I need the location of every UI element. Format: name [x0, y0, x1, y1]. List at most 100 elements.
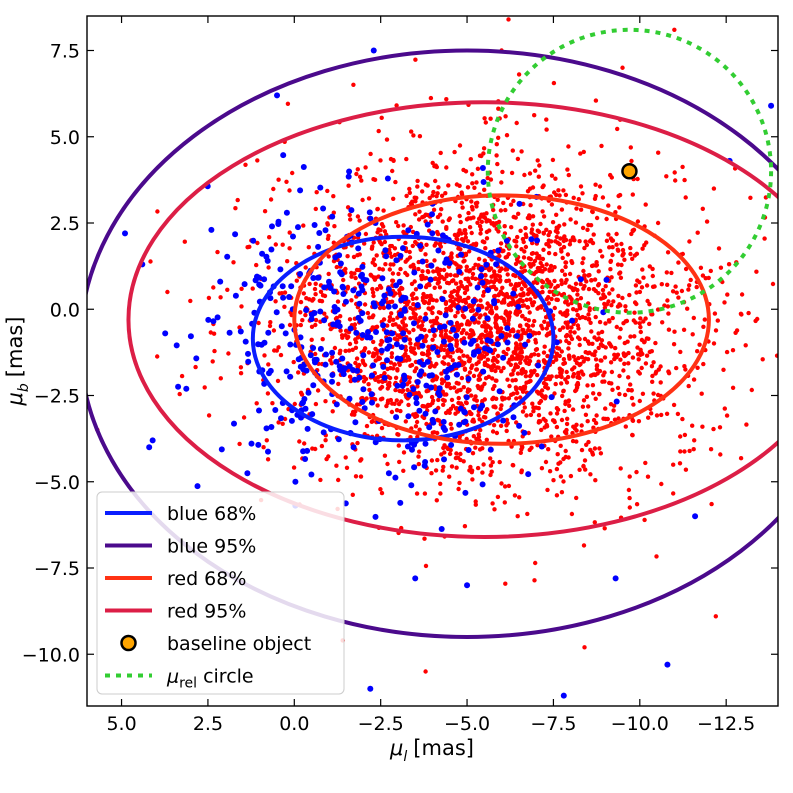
blue-point: [383, 253, 390, 260]
blue-point: [300, 164, 307, 170]
red-point: [456, 400, 461, 406]
red-point: [593, 357, 599, 362]
blue-point: [544, 706, 550, 712]
red-point: [378, 487, 383, 492]
red-point: [461, 328, 466, 333]
red-point: [552, 305, 557, 311]
red-point: [462, 290, 468, 296]
blue-point: [450, 326, 457, 333]
red-point: [561, 357, 567, 362]
red-point: [407, 186, 412, 192]
red-point: [430, 378, 435, 383]
red-point: [638, 329, 643, 335]
red-point: [301, 223, 306, 228]
red-point: [350, 492, 355, 497]
red-point: [575, 292, 580, 297]
red-point: [165, 289, 170, 295]
blue-point: [504, 339, 511, 346]
red-point: [574, 439, 579, 444]
red-point: [569, 259, 574, 264]
curves-layer: [87, 27, 778, 639]
red-point: [561, 479, 566, 484]
blue-point: [356, 300, 363, 307]
red-point: [349, 412, 355, 417]
red-point: [417, 134, 423, 139]
red-point: [542, 344, 547, 349]
red-point: [564, 369, 569, 375]
red-point: [545, 353, 550, 359]
red-point: [477, 223, 483, 229]
red-point: [628, 382, 633, 387]
red-point: [394, 220, 399, 225]
red-point: [462, 366, 468, 371]
blue-point: [462, 489, 469, 496]
blue-point: [322, 227, 329, 234]
red-point: [673, 178, 678, 183]
red-point: [607, 291, 612, 296]
blue-point: [354, 367, 361, 374]
red-point: [313, 292, 318, 297]
red-point: [647, 264, 652, 269]
red-point: [355, 440, 360, 446]
red-point: [632, 334, 637, 339]
red-point: [501, 365, 506, 371]
red-point: [430, 193, 435, 198]
red-point: [639, 337, 645, 343]
red-point: [687, 283, 692, 288]
red-point: [436, 397, 441, 403]
red-point: [614, 242, 619, 247]
red-point: [560, 255, 565, 261]
blue-point: [439, 296, 446, 303]
blue-point: [445, 366, 452, 373]
blue-point: [417, 242, 424, 249]
red-point: [193, 364, 198, 370]
red-point: [262, 353, 267, 358]
blue-point: [392, 474, 399, 481]
red-point: [468, 308, 474, 314]
red-point: [277, 291, 282, 296]
red-point: [475, 166, 481, 171]
red-point: [473, 445, 478, 450]
red-point: [300, 318, 305, 323]
red-point: [343, 455, 348, 460]
blue-point: [469, 338, 476, 345]
red-point: [623, 304, 628, 309]
red-point: [559, 293, 565, 298]
red-point: [482, 215, 488, 220]
red-point: [407, 337, 412, 342]
red-point: [579, 355, 585, 360]
red-point: [484, 219, 489, 224]
red-point: [523, 358, 528, 363]
red-point: [637, 321, 642, 326]
blue-point: [310, 275, 317, 281]
red-point: [571, 195, 576, 200]
blue-point: [515, 303, 522, 310]
red-point: [699, 391, 704, 396]
red-point: [613, 345, 618, 351]
y-tick-label: −2.5: [34, 386, 80, 408]
red-point: [390, 366, 396, 371]
red-point: [654, 554, 659, 559]
blue-point: [422, 410, 429, 417]
red-point: [476, 320, 481, 325]
blue-point: [214, 314, 221, 321]
red-point: [428, 296, 434, 301]
red-point: [587, 272, 592, 278]
blue-point: [422, 440, 429, 447]
red-point: [491, 404, 496, 409]
blue-point: [475, 348, 482, 355]
red-point: [397, 459, 402, 465]
red-point: [442, 398, 447, 403]
red-point: [401, 450, 407, 455]
red-point: [519, 447, 524, 452]
red-point: [254, 401, 259, 406]
red-point: [478, 231, 483, 236]
red-point: [539, 427, 544, 433]
blue-point: [397, 499, 404, 506]
blue-point: [329, 349, 336, 356]
red-point: [697, 342, 702, 347]
red-point: [458, 279, 463, 285]
red-point: [372, 262, 378, 268]
red-point: [700, 206, 705, 211]
red-point: [413, 199, 418, 204]
